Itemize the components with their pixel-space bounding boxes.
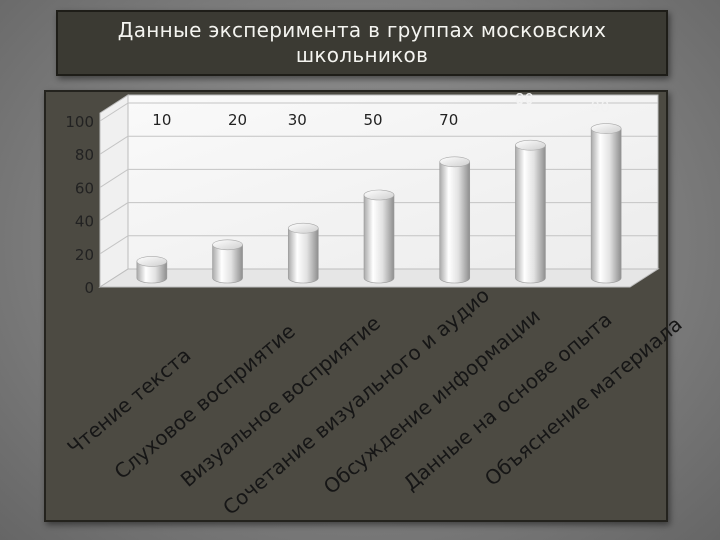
gridline-side bbox=[99, 235, 129, 255]
title-line-1: Данные эксперимента в группах московских bbox=[117, 18, 607, 42]
data-label: 50 bbox=[363, 111, 382, 129]
bar-top bbox=[212, 239, 243, 251]
data-label: 10 bbox=[152, 111, 171, 129]
bar-top bbox=[287, 222, 319, 234]
gridline-side bbox=[99, 202, 129, 222]
gridline-side bbox=[99, 135, 129, 155]
data-label: 70 bbox=[439, 111, 458, 129]
bar-top bbox=[136, 256, 168, 267]
bar bbox=[212, 239, 243, 284]
x-tick-label: Сочетание визуального и аудио bbox=[218, 283, 494, 520]
title-line-2: школьников bbox=[295, 43, 429, 67]
data-label: 30 bbox=[288, 111, 307, 129]
data-label: 90 bbox=[591, 98, 610, 116]
y-tick-label: 100 bbox=[65, 113, 94, 131]
bar-body bbox=[439, 161, 471, 284]
bar-top bbox=[363, 189, 395, 201]
bar-top bbox=[439, 156, 471, 168]
bar-body bbox=[515, 144, 546, 284]
data-label: 80 bbox=[515, 90, 534, 108]
bar-body bbox=[212, 244, 243, 284]
title-box: Данные эксперимента в группах московских… bbox=[56, 10, 668, 76]
data-label: 20 bbox=[228, 111, 247, 129]
bar bbox=[439, 156, 471, 284]
bar-body bbox=[590, 128, 622, 284]
y-tick-label: 60 bbox=[75, 179, 94, 197]
bar bbox=[136, 256, 168, 284]
bar bbox=[590, 123, 622, 284]
y-tick-label: 0 bbox=[84, 279, 94, 297]
bar-body bbox=[287, 227, 319, 284]
y-tick-label: 80 bbox=[75, 146, 94, 164]
bar bbox=[287, 222, 319, 284]
bar-body bbox=[136, 261, 168, 284]
gridline-side bbox=[99, 168, 129, 188]
bar-top bbox=[515, 139, 546, 151]
bar bbox=[363, 189, 395, 284]
y-tick-label: 40 bbox=[75, 213, 94, 231]
gridline-side bbox=[99, 102, 129, 122]
bar-body bbox=[363, 194, 395, 284]
bar-top bbox=[590, 123, 622, 134]
side-wall bbox=[99, 94, 129, 288]
bar bbox=[515, 139, 546, 284]
x-tick-label: Чтение текста bbox=[62, 343, 195, 460]
y-tick-label: 20 bbox=[75, 246, 94, 264]
chart-title: Данные эксперимента в группах московских… bbox=[58, 18, 666, 68]
